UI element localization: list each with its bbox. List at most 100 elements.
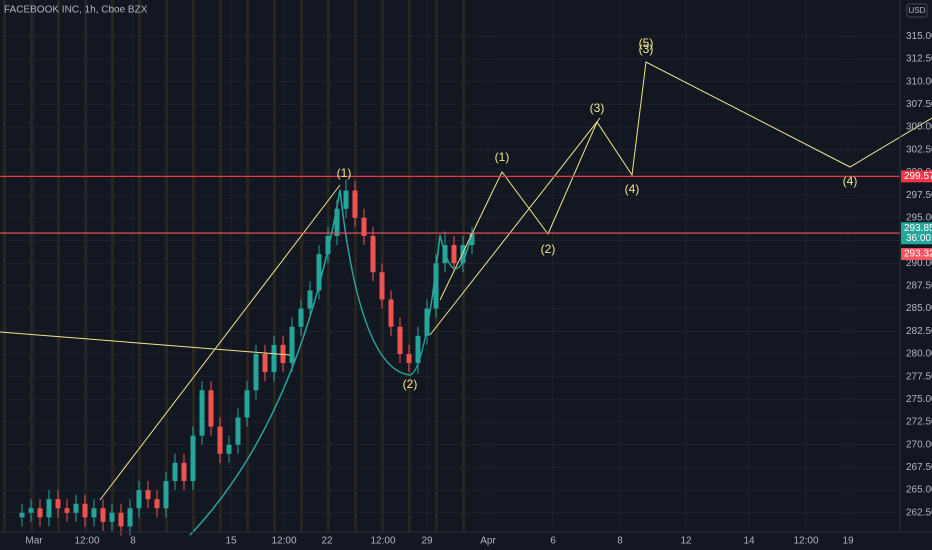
y-tick-label: 312.50 <box>906 54 932 65</box>
candle-body <box>397 326 403 354</box>
candle-body <box>253 353 259 391</box>
candle-body <box>109 512 115 522</box>
candles <box>19 179 475 536</box>
candle-body <box>181 462 187 482</box>
drawings <box>0 61 932 536</box>
y-tick-label: 265.00 <box>906 485 932 496</box>
x-tick-label: 6 <box>550 536 556 547</box>
last-price-tag <box>901 222 932 245</box>
wave-label: (2) <box>403 377 418 391</box>
currency: USD <box>909 6 926 15</box>
candle-body <box>361 217 367 236</box>
x-tick-label: 12:00 <box>370 536 395 547</box>
x-tick-label: 22 <box>321 536 333 547</box>
candle-body <box>73 503 79 513</box>
y-tick-label: 305.00 <box>906 122 932 133</box>
level-tag <box>901 170 932 183</box>
y-tick-label: 282.50 <box>906 326 932 337</box>
x-tick-label: 8 <box>130 536 136 547</box>
candle-body <box>19 512 25 518</box>
candle-body <box>100 508 106 522</box>
level-label: 299.57 <box>904 171 932 182</box>
session-stripe <box>192 0 195 532</box>
y-tick-label: 262.50 <box>906 507 932 518</box>
curve <box>439 234 471 270</box>
candle-body <box>316 254 322 291</box>
candle-body <box>352 190 358 218</box>
y-tick-label: 272.50 <box>906 417 932 428</box>
session-stripe <box>3 0 6 532</box>
candle-body <box>271 344 277 373</box>
candle-body <box>370 235 376 273</box>
session-stripe <box>354 0 357 532</box>
candle-body <box>262 353 268 373</box>
session-stripe <box>57 0 60 532</box>
wave-label: (2) <box>541 242 556 256</box>
candle-body <box>325 235 331 255</box>
y-tick-label: 267.50 <box>906 462 932 473</box>
level-label: 293.32 <box>904 249 932 260</box>
candle-body <box>136 490 142 509</box>
candle-body <box>244 390 250 418</box>
candle-body <box>208 390 214 427</box>
y-tick-label: 295.00 <box>906 212 932 223</box>
x-tick-label: 19 <box>842 536 854 547</box>
candle-body <box>127 508 133 527</box>
candle-body <box>82 503 88 518</box>
x-tick-label: 12 <box>680 536 692 547</box>
curve <box>339 189 441 376</box>
candle-body <box>406 353 412 364</box>
candle-body <box>343 190 349 209</box>
session-stripe <box>408 0 411 532</box>
session-stripe <box>273 0 276 532</box>
candle-body <box>289 326 295 364</box>
candle-body <box>415 335 421 364</box>
y-tick-label: 290.00 <box>906 258 932 269</box>
y-tick-label: 277.50 <box>906 371 932 382</box>
x-tick-label: 15 <box>225 536 237 547</box>
session-stripe <box>30 0 33 532</box>
chart-title: FACEBOOK INC, 1h, Cboe BZX <box>4 5 148 16</box>
curve <box>189 189 341 536</box>
session-stripe <box>300 0 303 532</box>
candle-body <box>172 462 178 482</box>
candle-body <box>154 499 160 509</box>
x-tick-label: 8 <box>617 536 623 547</box>
candle-body <box>145 490 151 500</box>
wave-label: (3) <box>590 101 605 115</box>
wave-label: (5) <box>639 36 654 50</box>
candle-body <box>55 499 61 509</box>
y-tick-label: 280.00 <box>906 349 932 360</box>
candle-body <box>91 508 97 518</box>
candle-body <box>199 390 205 436</box>
wave-projection <box>439 61 932 301</box>
candle-body <box>46 499 52 518</box>
levels <box>0 175 900 234</box>
candle-body <box>163 481 169 509</box>
candle-body <box>37 508 43 518</box>
level-tag <box>901 248 932 261</box>
x-tick-label: 12:00 <box>793 536 818 547</box>
y-tick-label: 297.50 <box>906 190 932 201</box>
trend-line <box>429 117 601 336</box>
candle-body <box>28 508 34 513</box>
candle-body <box>307 290 313 309</box>
y-tick-label: 315.00 <box>906 31 932 42</box>
candle-body <box>379 272 385 300</box>
candle-body <box>118 512 124 527</box>
candle-body <box>334 208 340 236</box>
x-tick-label: Mar <box>25 536 43 547</box>
candle-body <box>190 435 196 482</box>
y-tick-label: 270.00 <box>906 439 932 450</box>
y-tick-label: 287.50 <box>906 281 932 292</box>
session-stripe <box>84 0 87 532</box>
session-stripe <box>111 0 114 532</box>
candle-body <box>460 245 466 264</box>
session-stripe <box>138 0 141 532</box>
candle-body <box>217 426 223 454</box>
trend-line <box>99 184 341 501</box>
wave-label: (1) <box>337 166 352 180</box>
candle-body <box>451 245 457 264</box>
